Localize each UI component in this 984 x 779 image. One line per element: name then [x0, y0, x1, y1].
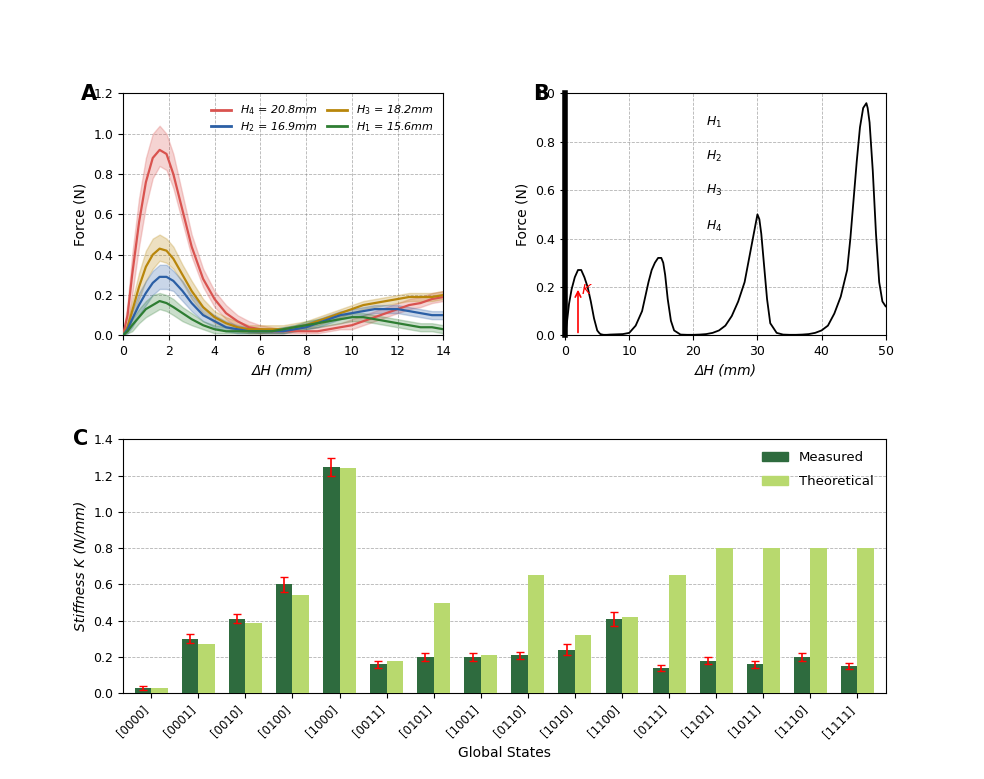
Bar — [323, 467, 339, 693]
Bar — [700, 661, 716, 693]
Bar — [605, 619, 622, 693]
Bar — [481, 655, 497, 693]
Bar — [245, 622, 262, 693]
Bar — [794, 657, 810, 693]
Bar — [387, 661, 403, 693]
Bar — [135, 688, 152, 693]
Bar — [622, 617, 639, 693]
Bar — [764, 548, 779, 693]
Bar — [182, 639, 199, 693]
Bar — [559, 650, 575, 693]
Text: $H_2$: $H_2$ — [707, 149, 722, 164]
Bar — [527, 576, 544, 693]
Legend: $H_4$ = 20.8mm, $H_2$ = 16.9mm, $H_3$ = 18.2mm, $H_1$ = 15.6mm: $H_4$ = 20.8mm, $H_2$ = 16.9mm, $H_3$ = … — [207, 99, 438, 139]
Legend: Measured, Theoretical: Measured, Theoretical — [757, 446, 879, 493]
Y-axis label: Stiffness Κ (N/mm): Stiffness Κ (N/mm) — [74, 501, 88, 632]
Bar — [464, 657, 481, 693]
Bar — [716, 548, 733, 693]
Bar — [841, 666, 857, 693]
Bar — [276, 584, 292, 693]
Text: C: C — [74, 429, 89, 449]
X-axis label: ΔH (mm): ΔH (mm) — [695, 364, 757, 378]
X-axis label: Global States: Global States — [458, 746, 551, 760]
Bar — [857, 548, 874, 693]
Bar — [669, 576, 686, 693]
Text: $H_4$: $H_4$ — [707, 219, 722, 234]
Bar — [434, 603, 450, 693]
Text: A: A — [82, 84, 97, 104]
Bar — [199, 644, 215, 693]
Bar — [152, 688, 167, 693]
X-axis label: ΔH (mm): ΔH (mm) — [252, 364, 314, 378]
Bar — [747, 664, 764, 693]
Bar — [575, 635, 591, 693]
Bar — [417, 657, 434, 693]
Y-axis label: Force (N): Force (N) — [74, 183, 88, 246]
Bar — [652, 668, 669, 693]
Bar — [229, 619, 245, 693]
Bar — [370, 664, 387, 693]
Text: $H_1$: $H_1$ — [707, 115, 722, 130]
Bar — [292, 595, 309, 693]
Bar — [512, 655, 527, 693]
Text: B: B — [533, 84, 549, 104]
Y-axis label: Force (N): Force (N) — [516, 183, 530, 246]
Text: $H_3$: $H_3$ — [707, 182, 722, 198]
Bar — [339, 468, 356, 693]
Bar — [810, 548, 827, 693]
Text: $K$: $K$ — [582, 284, 593, 298]
